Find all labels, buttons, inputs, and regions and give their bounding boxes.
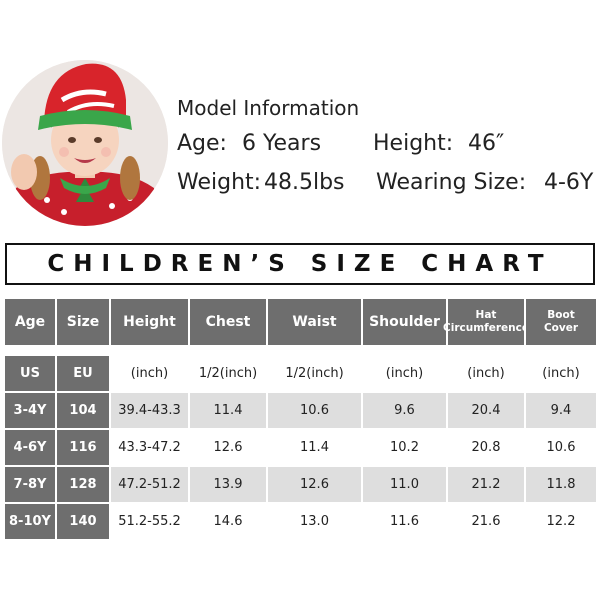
cell-4-6y-waist: 11.4: [268, 430, 361, 465]
header-text: Hat: [475, 309, 497, 321]
cell-3-4y-hat-circumference: 20.4: [448, 393, 524, 428]
weight-label: Weight:: [177, 170, 262, 195]
cell-7-8y-shoulder: 11.0: [363, 467, 446, 502]
header-text: Age: [14, 313, 46, 330]
unit-waist: 1/2(inch): [268, 356, 361, 391]
size-chart-title: CHILDREN’S SIZE CHART: [47, 251, 553, 277]
header-text: Waist: [292, 313, 337, 330]
wearing-size-value: 4-6Y: [544, 170, 594, 195]
cell-3-4y-age: 3-4Y: [5, 393, 55, 428]
unit-boot-cover: (inch): [526, 356, 596, 391]
unit-chest: 1/2(inch): [190, 356, 266, 391]
header-text: Shoulder: [369, 313, 440, 330]
model-photo: [2, 60, 168, 226]
header-text: Boot: [547, 309, 575, 321]
cell-8-10y-age: 8-10Y: [5, 504, 55, 539]
header-text: Circumference: [443, 322, 529, 334]
header-text: Cover: [543, 322, 579, 334]
cell-7-8y-size: 128: [57, 467, 109, 502]
cell-4-6y-boot-cover: 10.6: [526, 430, 596, 465]
cell-4-6y-age: 4-6Y: [5, 430, 55, 465]
cell-7-8y-chest: 13.9: [190, 467, 266, 502]
size-chart-banner: CHILDREN’S SIZE CHART: [5, 243, 595, 285]
cell-8-10y-shoulder: 11.6: [363, 504, 446, 539]
header-chest: Chest: [190, 299, 266, 345]
header-text: Size: [66, 313, 100, 330]
cell-8-10y-boot-cover: 12.2: [526, 504, 596, 539]
unit-hat-circumference: (inch): [448, 356, 524, 391]
cell-4-6y-height: 43.3-47.2: [111, 430, 188, 465]
cell-4-6y-size: 116: [57, 430, 109, 465]
cell-7-8y-waist: 12.6: [268, 467, 361, 502]
unit-shoulder: (inch): [363, 356, 446, 391]
unit-age: US: [5, 356, 55, 391]
unit-height: (inch): [111, 356, 188, 391]
header-hat-circumference: Hat Circumference: [443, 299, 529, 345]
cell-4-6y-chest: 12.6: [190, 430, 266, 465]
age-value: 6 Years: [242, 131, 322, 156]
header-text: Height: [123, 313, 176, 330]
height-label: Height:: [373, 131, 454, 156]
unit-size: EU: [57, 356, 109, 391]
child-model-icon: [2, 60, 168, 226]
cell-3-4y-size: 104: [57, 393, 109, 428]
header-size: Size: [57, 299, 109, 345]
age-label: Age:: [177, 131, 227, 156]
cell-7-8y-boot-cover: 11.8: [526, 467, 596, 502]
header-boot-cover: Boot Cover: [526, 299, 596, 345]
cell-3-4y-waist: 10.6: [268, 393, 361, 428]
header-text: Chest: [205, 313, 251, 330]
cell-8-10y-height: 51.2-55.2: [111, 504, 188, 539]
cell-7-8y-height: 47.2-51.2: [111, 467, 188, 502]
header-waist: Waist: [268, 299, 361, 345]
wearing-size-label: Wearing Size:: [376, 170, 527, 195]
header-shoulder: Shoulder: [363, 299, 446, 345]
header-height: Height: [111, 299, 188, 345]
model-information: Model Information Age: 6 Years Height: 4…: [0, 0, 600, 230]
cell-8-10y-size: 140: [57, 504, 109, 539]
height-value: 46″: [468, 131, 505, 156]
cell-8-10y-waist: 13.0: [268, 504, 361, 539]
cell-4-6y-shoulder: 10.2: [363, 430, 446, 465]
cell-3-4y-shoulder: 9.6: [363, 393, 446, 428]
size-chart-table: Age Size Height Chest Waist Shoulder Hat Circum…: [5, 299, 596, 539]
weight-value: 48.5lbs: [264, 170, 345, 195]
cell-3-4y-boot-cover: 9.4: [526, 393, 596, 428]
cell-8-10y-hat-circumference: 21.6: [448, 504, 524, 539]
cell-3-4y-chest: 11.4: [190, 393, 266, 428]
cell-8-10y-chest: 14.6: [190, 504, 266, 539]
cell-7-8y-age: 7-8Y: [5, 467, 55, 502]
cell-4-6y-hat-circumference: 20.8: [448, 430, 524, 465]
header-age: Age: [5, 299, 55, 345]
cell-7-8y-hat-circumference: 21.2: [448, 467, 524, 502]
model-info-title: Model Information: [177, 96, 360, 120]
cell-3-4y-height: 39.4-43.3: [111, 393, 188, 428]
